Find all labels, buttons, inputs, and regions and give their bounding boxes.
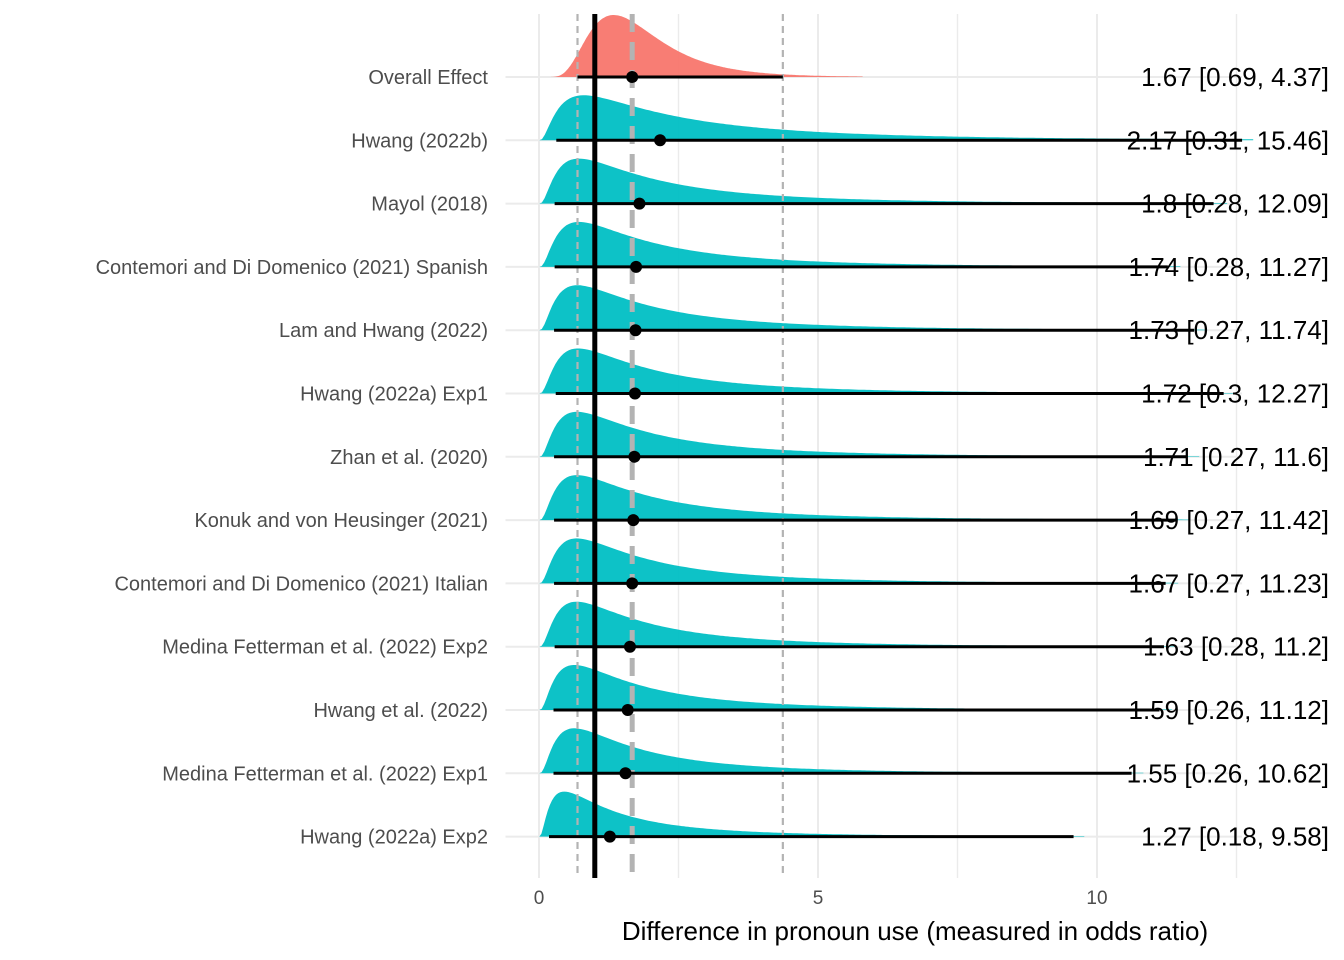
estimate-label: 1.27 [0.18, 9.58] <box>1141 822 1329 852</box>
estimate-point <box>629 324 642 337</box>
study-density <box>539 158 1228 204</box>
x-tick-label: 5 <box>813 888 824 909</box>
study-label: Hwang et al. (2022) <box>313 700 488 722</box>
study-label: Konuk and von Heusinger (2021) <box>194 510 488 532</box>
study-density <box>539 728 1144 774</box>
study-label: Zhan et al. (2020) <box>330 447 488 469</box>
study-density <box>539 601 1177 647</box>
estimate-point <box>627 514 640 527</box>
estimate-label: 1.67 [0.69, 4.37] <box>1141 62 1329 92</box>
study-label: Mayol (2018) <box>371 194 488 216</box>
study-density <box>539 791 1085 837</box>
estimate-point <box>630 260 643 273</box>
study-label: Contemori and Di Domenico (2021) Italian <box>114 573 488 595</box>
study-density <box>539 475 1189 521</box>
study-density <box>539 411 1200 457</box>
estimate-label: 1.69 [0.27, 11.42] <box>1129 505 1329 535</box>
x-axis-title: Difference in pronoun use (measured in o… <box>622 916 1208 946</box>
estimate-point <box>603 830 616 843</box>
overall-density <box>539 15 863 77</box>
x-axis-ticks: 0 5 10 <box>534 888 1108 909</box>
reference-lines <box>576 14 784 878</box>
study-label: Medina Fetterman et al. (2022) Exp2 <box>162 637 488 659</box>
study-label: Hwang (2022b) <box>351 130 488 152</box>
estimate-labels: 1.67 [0.69, 4.37] 2.17 [0.31, 15.46] 1.8 [… <box>1127 62 1329 852</box>
estimate-label: 1.67 [0.27, 11.23] <box>1129 568 1329 598</box>
estimate-label: 2.17 [0.31, 15.46] <box>1127 125 1329 155</box>
estimate-point <box>628 387 641 400</box>
estimate-point <box>621 704 634 716</box>
study-label: Overall Effect <box>368 67 488 89</box>
study-density <box>539 285 1208 331</box>
estimate-label: 1.55 [0.26, 10.62] <box>1127 758 1329 788</box>
estimate-label: 1.63 [0.28, 11.2] <box>1143 632 1329 662</box>
estimate-label: 1.71 [0.27, 11.6] <box>1143 442 1329 472</box>
estimate-label: 1.73 [0.27, 11.74] <box>1129 315 1329 345</box>
estimate-point <box>628 450 641 463</box>
estimate-label: 1.74 [0.28, 11.27] <box>1129 252 1329 282</box>
study-label: Hwang (2022a) Exp1 <box>300 384 488 406</box>
estimate-point <box>633 197 646 210</box>
estimate-label: 1.59 [0.26, 11.12] <box>1129 695 1329 725</box>
estimate-point <box>626 577 639 590</box>
x-tick-label: 10 <box>1086 888 1107 909</box>
study-density <box>539 221 1181 267</box>
estimate-points <box>603 71 667 843</box>
study-density <box>539 95 1254 141</box>
study-labels: Overall Effect Hwang (2022b) Mayol (2018) C… <box>96 67 489 849</box>
study-density <box>539 665 1172 710</box>
study-label: Lam and Hwang (2022) <box>279 320 488 342</box>
study-density <box>539 348 1238 394</box>
study-density <box>539 538 1179 584</box>
estimate-point <box>619 767 632 780</box>
estimate-label: 1.72 [0.3, 12.27] <box>1141 379 1329 409</box>
x-tick-label: 0 <box>534 888 545 909</box>
density-curves <box>539 15 1254 837</box>
estimate-point <box>623 640 636 653</box>
estimate-point <box>654 134 667 147</box>
estimate-point <box>626 71 639 83</box>
study-label: Contemori and Di Domenico (2021) Spanish <box>96 257 488 279</box>
study-label: Medina Fetterman et al. (2022) Exp1 <box>162 763 488 785</box>
estimate-label: 1.8 [0.28, 12.09] <box>1141 189 1329 219</box>
interval-bars <box>549 75 1243 839</box>
study-label: Hwang (2022a) Exp2 <box>300 827 488 849</box>
